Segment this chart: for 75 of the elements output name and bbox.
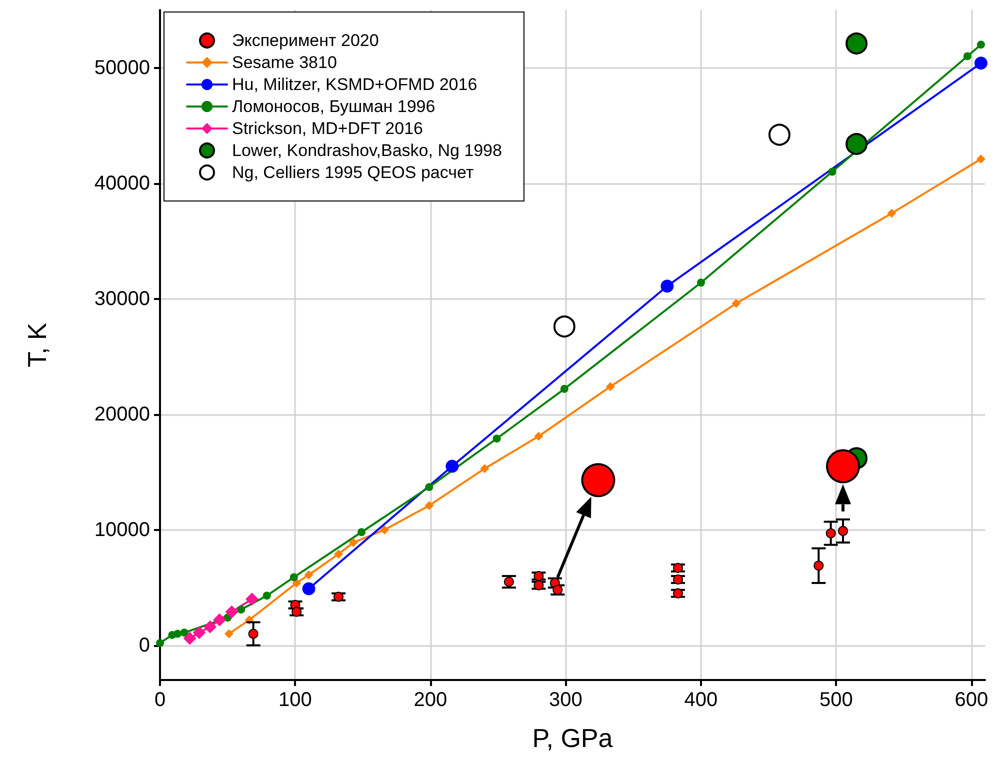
point — [581, 463, 616, 498]
y-tick-label: 0 — [138, 634, 150, 656]
point — [446, 460, 459, 473]
point — [225, 605, 238, 618]
x-tick-label: 600 — [954, 689, 988, 711]
point — [180, 628, 188, 637]
point — [673, 562, 683, 573]
point — [534, 432, 544, 441]
point — [292, 606, 302, 617]
point — [262, 592, 271, 600]
legend-label: Hu, Militzer, KSMD+OFMD 2016 — [232, 75, 478, 94]
point — [846, 133, 868, 155]
y-axis-title: T, K — [22, 322, 52, 368]
point — [963, 52, 972, 60]
point — [732, 298, 741, 308]
point — [673, 574, 683, 584]
point — [828, 168, 836, 176]
legend-label: Ломоносов, Бушман 1996 — [232, 97, 436, 116]
point — [156, 639, 164, 648]
point — [846, 32, 868, 54]
point — [696, 278, 705, 287]
x-tick-label: 300 — [549, 689, 582, 711]
y-tick-label: 40000 — [94, 172, 150, 194]
point — [358, 528, 366, 536]
point — [302, 582, 316, 596]
point — [425, 483, 434, 492]
point — [480, 464, 490, 474]
point — [838, 526, 848, 536]
point — [974, 56, 988, 70]
point — [560, 384, 568, 393]
point — [814, 560, 824, 571]
point — [192, 626, 206, 640]
point — [174, 630, 182, 638]
point — [183, 632, 196, 645]
point — [334, 550, 344, 559]
x-tick-label: 200 — [414, 689, 448, 711]
point — [887, 208, 896, 218]
point — [213, 613, 226, 626]
point — [204, 620, 217, 634]
legend-label: Strickson, MD+DFT 2016 — [232, 119, 424, 138]
point — [606, 382, 615, 392]
x-tick-label: 400 — [684, 689, 718, 711]
point — [380, 525, 390, 534]
point — [660, 280, 674, 293]
point — [245, 592, 258, 606]
point — [673, 588, 683, 598]
point — [826, 449, 860, 484]
point — [334, 592, 344, 602]
point — [976, 40, 985, 49]
x-tick-label: 500 — [820, 689, 853, 711]
point — [248, 628, 258, 639]
point — [292, 578, 302, 588]
point — [290, 573, 298, 582]
legend-label: Ng, Celliers 1995 QEOS расчет — [232, 163, 474, 182]
x-tick-label: 100 — [278, 689, 312, 711]
point — [976, 154, 986, 164]
point — [768, 124, 790, 146]
point — [504, 576, 514, 587]
y-tick-label: 30000 — [94, 288, 150, 310]
legend-label: Sesame 3810 — [232, 53, 337, 72]
point — [424, 501, 434, 510]
y-tick-label: 20000 — [94, 403, 150, 426]
y-tick-label: 50000 — [94, 56, 150, 79]
point — [826, 528, 836, 538]
legend-label: Эксперимент 2020 — [232, 31, 379, 50]
x-axis-title: P, GPa — [532, 723, 614, 753]
point — [553, 316, 576, 338]
legend-label: Lower, Kondrashov,Basko, Ng 1998 — [232, 141, 502, 160]
point — [224, 629, 234, 638]
point — [348, 538, 358, 548]
x-tick-label: 0 — [154, 689, 166, 711]
point — [237, 606, 246, 614]
point — [492, 434, 501, 443]
point — [304, 570, 314, 580]
y-tick-label: 10000 — [94, 518, 150, 541]
